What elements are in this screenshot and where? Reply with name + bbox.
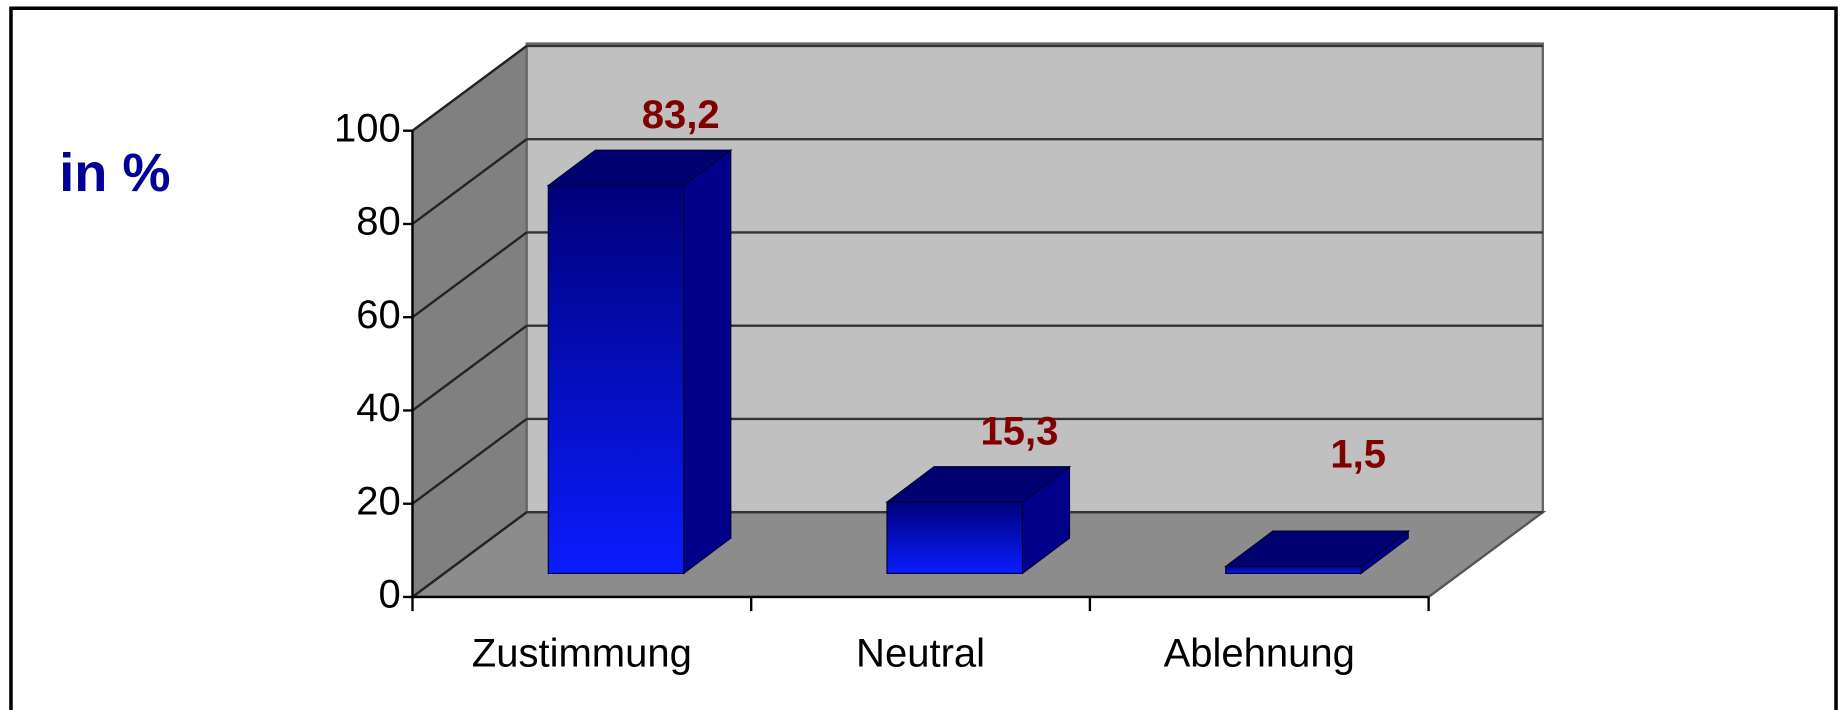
grid-line	[411, 324, 528, 412]
y-tick-label: 80	[356, 200, 401, 244]
data-label: 1,5	[1330, 432, 1386, 476]
x-tick-label: Zustimmung	[472, 631, 692, 675]
grid-line	[411, 417, 528, 505]
y-tick-label: 40	[356, 386, 401, 430]
grid-line	[411, 44, 528, 132]
grid-line	[411, 138, 528, 225]
bar-side	[683, 148, 732, 575]
grid-line	[411, 231, 528, 319]
left-wall	[411, 43, 528, 600]
x-tick-label: Ablehnung	[1164, 631, 1355, 675]
y-tick-label: 60	[356, 293, 401, 337]
bar	[1225, 565, 1362, 575]
grid-line	[411, 511, 528, 598]
y-tick-label: 100	[334, 106, 401, 150]
y-tick-label: 0	[378, 573, 400, 617]
y-axis-label: in %	[59, 143, 170, 203]
data-label: 15,3	[981, 409, 1059, 453]
bar	[886, 501, 1023, 575]
bar	[547, 184, 685, 575]
y-tick-label: 20	[356, 479, 401, 523]
x-tick-label: Neutral	[856, 631, 985, 675]
data-label: 83,2	[642, 93, 720, 137]
